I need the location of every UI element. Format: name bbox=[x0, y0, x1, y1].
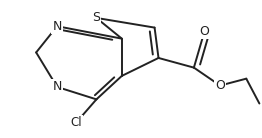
Text: S: S bbox=[92, 11, 100, 24]
Text: O: O bbox=[215, 79, 225, 92]
Text: O: O bbox=[199, 25, 209, 38]
Text: N: N bbox=[52, 20, 62, 33]
Text: Cl: Cl bbox=[70, 116, 82, 129]
Text: N: N bbox=[52, 80, 62, 93]
